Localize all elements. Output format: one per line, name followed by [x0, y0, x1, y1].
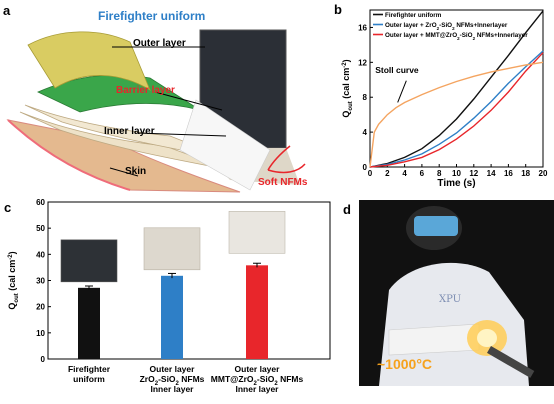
category-label: Outer layer	[150, 364, 196, 374]
panel-b: b 0 2 4 6 8 10 12 14 16 18 20 0 4 8 12 16 Time (s) Qout (…	[334, 0, 554, 196]
category-label: Outer layer	[235, 364, 281, 374]
legend-label: Outer layer + ZrO2-SiO2 NFMs+Innerlayer	[385, 22, 508, 31]
skin-surface	[7, 119, 131, 191]
series-line-0	[369, 10, 544, 168]
y-tick-label: 40	[36, 250, 45, 259]
x-tick-label: 0	[368, 169, 373, 178]
panel-a: a Firefighter uniform Outer layer Barrie…	[0, 0, 335, 196]
category-label: Inner layer	[236, 384, 280, 394]
bar	[246, 265, 268, 359]
x-tick-label: 4	[402, 169, 407, 178]
bar-chart: 0 10 20 30 40 50 60 Qout (cal cm-2) Firefighteru…	[7, 198, 331, 394]
panel-d: d XPU ~1000°C	[335, 196, 554, 404]
sleeve-text: XPU	[439, 294, 462, 305]
y-tick-label: 20	[36, 303, 45, 312]
y-tick-label: 16	[358, 23, 367, 32]
barrier-layer-pointer	[154, 91, 223, 111]
y-tick-label: 10	[36, 329, 45, 338]
category-label: MMT@ZrO2-SiO2 NFMs	[211, 374, 304, 387]
label-skin: Skin	[125, 166, 147, 177]
label-barrier-layer: Barrier layer	[116, 85, 175, 96]
torch	[487, 346, 535, 378]
skin-pointer	[109, 167, 139, 177]
flame-test-photo	[359, 200, 554, 386]
y-tick-label: 12	[358, 58, 367, 67]
outer-layer	[27, 31, 151, 91]
face-mask	[414, 216, 458, 236]
panel-letter-d: d	[343, 202, 351, 217]
x-tick-label: 16	[504, 169, 513, 178]
y-axis-label: Qout (cal cm-2)	[7, 251, 20, 309]
x-tick-label: 2	[385, 169, 390, 178]
sample-photo	[60, 239, 118, 283]
y-tick-label: 60	[36, 198, 45, 207]
panel-a-title: Firefighter uniform	[98, 9, 206, 23]
line-chart: 0 2 4 6 8 10 12 14 16 18 20 0 4 8 12 16 Time (s) Qout (ca…	[341, 9, 548, 189]
sample-photo	[143, 227, 201, 271]
legend-label: Firefighter uniform	[385, 12, 442, 19]
y-tick-label: 8	[363, 93, 368, 102]
y-tick-label: 50	[36, 224, 45, 233]
category-label: Firefighter	[68, 364, 111, 374]
x-tick-label: 8	[437, 169, 442, 178]
category-label: ZrO2-SiO2 NFMs	[140, 374, 205, 387]
x-tick-label: 14	[487, 169, 496, 178]
x-tick-label: 20	[539, 169, 548, 178]
x-tick-label: 12	[469, 169, 478, 178]
stoll-curve-line	[369, 61, 544, 168]
label-outer-layer: Outer layer	[133, 38, 186, 49]
label-soft-nfms: Soft NFMs	[258, 177, 308, 188]
x-axis-label: Time (s)	[437, 178, 475, 189]
series-line-1	[369, 50, 544, 168]
legend-label: Outer layer + MMT@ZrO2-SiO2 NFMs+Innerla…	[385, 32, 528, 41]
y-tick-label: 0	[363, 163, 368, 172]
inner-layer-pointer	[136, 132, 227, 137]
sample-photo	[228, 211, 286, 254]
x-tick-label: 6	[420, 169, 425, 178]
stoll-curve-label: Stoll curve	[375, 65, 419, 75]
panel-c: c 0 10 20 30 40 50 60 Qout (cal cm-2) Firefighte…	[0, 196, 335, 404]
category-label: uniform	[73, 374, 105, 384]
y-tick-label: 0	[41, 355, 46, 364]
panel-letter-b: b	[334, 2, 342, 17]
temperature-label: ~1000°C	[377, 356, 433, 372]
stoll-curve-pointer	[397, 80, 407, 103]
x-tick-label: 10	[452, 169, 461, 178]
panel-letter-c: c	[4, 200, 12, 215]
category-label: Inner layer	[151, 384, 195, 394]
panel-letter-a: a	[3, 3, 11, 18]
soft-nfms-arrow	[267, 145, 291, 171]
bar	[78, 287, 100, 359]
y-tick-label: 4	[363, 128, 368, 137]
series-line-2	[369, 52, 544, 168]
bar	[161, 275, 183, 359]
y-axis-label: Qout (cal cm-2)	[341, 59, 354, 117]
layered-uniform-illustration	[6, 29, 306, 193]
y-tick-label: 30	[36, 277, 45, 286]
label-inner-layer: Inner layer	[104, 126, 155, 137]
x-tick-label: 18	[521, 169, 530, 178]
